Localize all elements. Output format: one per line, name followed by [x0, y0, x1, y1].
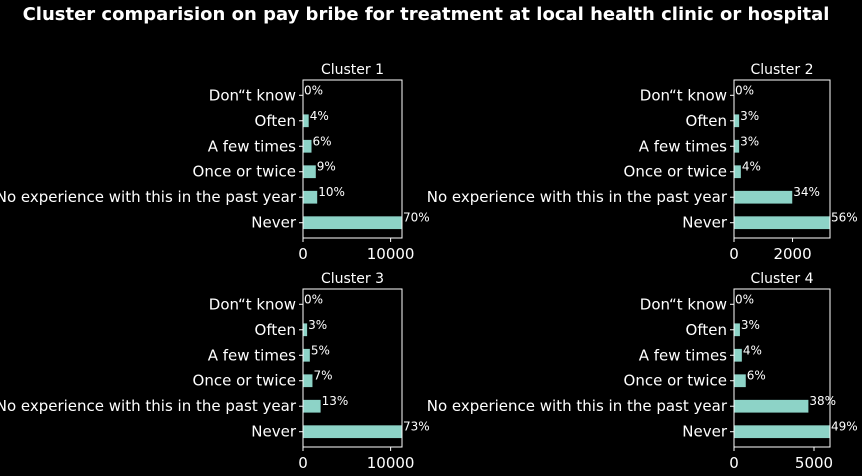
x-tick-label: 10000: [367, 245, 415, 263]
category-tick-label: Don“t know: [640, 86, 727, 104]
category-tick-label: Don“t know: [209, 86, 296, 104]
bar-data-label: 3%: [741, 318, 760, 332]
bar-data-label: 13%: [322, 394, 349, 408]
category-tick-label: A few times: [639, 346, 727, 364]
category-tick-label: A few times: [639, 137, 727, 155]
x-tick-label: 10000: [367, 454, 415, 472]
bar: [303, 374, 313, 388]
bar: [734, 374, 746, 388]
bar-data-label: 9%: [317, 160, 336, 174]
category-tick-label: Never: [682, 423, 728, 441]
x-tick-label: 0: [729, 245, 739, 263]
category-tick-label: A few times: [208, 346, 296, 364]
bar-data-label: 0%: [735, 292, 754, 306]
bar-data-label: 3%: [308, 318, 327, 332]
category-tick-label: No experience with this in the past year: [0, 397, 297, 415]
bar: [734, 114, 740, 128]
category-tick-label: Once or twice: [624, 163, 727, 181]
bar-data-label: 38%: [809, 394, 836, 408]
bar: [303, 190, 318, 204]
plot-frame: [302, 288, 403, 448]
bar-data-label: 6%: [312, 134, 331, 148]
bar-data-label: 70%: [403, 211, 430, 225]
bar: [303, 114, 309, 128]
bar: [303, 348, 310, 362]
bar: [303, 216, 402, 230]
bar: [303, 323, 308, 337]
bar: [734, 190, 793, 204]
bar: [734, 216, 830, 230]
category-tick-label: No experience with this in the past year: [0, 188, 297, 206]
category-tick-label: Once or twice: [193, 372, 296, 390]
x-tick-label: 0: [298, 245, 308, 263]
bar-data-label: 6%: [747, 369, 766, 383]
category-tick-label: Don“t know: [640, 295, 727, 313]
bar-data-label: 34%: [793, 185, 820, 199]
bar-data-label: 5%: [311, 343, 330, 357]
bar: [734, 399, 809, 413]
bar: [303, 399, 321, 413]
bar: [734, 425, 830, 439]
bar-data-label: 0%: [304, 83, 323, 97]
category-tick-label: No experience with this in the past year: [427, 188, 728, 206]
panel-title: Cluster 1: [321, 62, 384, 78]
x-tick-label: 0: [298, 454, 308, 472]
bar-data-label: 3%: [740, 134, 759, 148]
category-tick-label: Never: [682, 214, 728, 232]
plot-frame: [302, 79, 403, 239]
bar-data-label: 49%: [831, 420, 858, 434]
panel-title: Cluster 3: [321, 271, 384, 287]
plot-frame: [733, 79, 831, 239]
x-tick-label: 5000: [795, 454, 833, 472]
category-tick-label: Don“t know: [209, 295, 296, 313]
bar-data-label: 0%: [735, 83, 754, 97]
category-tick-label: Often: [686, 321, 727, 339]
bar: [734, 348, 742, 362]
plot-frame: [733, 288, 831, 448]
category-tick-label: Often: [255, 321, 296, 339]
bar-data-label: 3%: [740, 109, 759, 123]
category-tick-label: Once or twice: [193, 163, 296, 181]
bar-data-label: 0%: [304, 292, 323, 306]
category-tick-label: Often: [255, 112, 296, 130]
bar-data-label: 4%: [742, 160, 761, 174]
bar-data-label: 4%: [743, 343, 762, 357]
x-tick-label: 0: [729, 454, 739, 472]
page-title: Cluster comparision on pay bribe for tre…: [22, 4, 830, 25]
bar: [734, 165, 741, 179]
category-tick-label: No experience with this in the past year: [427, 397, 728, 415]
category-tick-label: Never: [251, 423, 297, 441]
category-tick-label: Never: [251, 214, 297, 232]
category-tick-label: Often: [686, 112, 727, 130]
panel-title: Cluster 2: [750, 62, 813, 78]
category-tick-label: A few times: [208, 137, 296, 155]
bar-data-label: 4%: [310, 109, 329, 123]
bar: [734, 139, 740, 153]
bar-data-label: 10%: [318, 185, 345, 199]
bar: [303, 425, 402, 439]
bar: [303, 139, 312, 153]
bar: [303, 165, 316, 179]
bar-data-label: 73%: [403, 420, 430, 434]
bar-data-label: 7%: [313, 369, 332, 383]
bar-data-label: 56%: [831, 211, 858, 225]
bar: [734, 323, 740, 337]
x-tick-label: 2000: [773, 245, 811, 263]
panel-title: Cluster 4: [750, 271, 813, 287]
category-tick-label: Once or twice: [624, 372, 727, 390]
